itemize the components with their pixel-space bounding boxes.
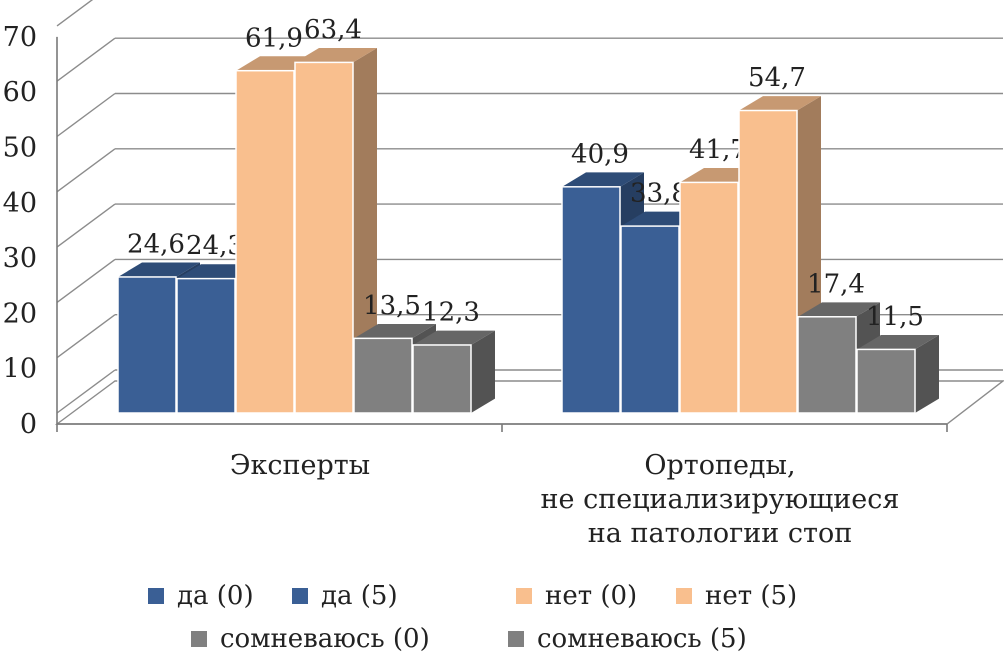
data-label: 33,8: [630, 179, 688, 209]
data-label: 13,5: [363, 291, 421, 321]
bar: [620, 225, 680, 414]
gridline-diagonal: [56, 258, 116, 303]
bar: [561, 186, 621, 414]
y-tick-label: 60: [3, 77, 37, 108]
data-label: 63,4: [304, 15, 362, 45]
y-tick-label: 10: [3, 354, 37, 385]
bar-top: [798, 302, 880, 317]
y-tick-label: 70: [3, 22, 37, 53]
data-label: 12,3: [422, 298, 480, 328]
data-label: 61,9: [245, 23, 303, 53]
gridline-diagonal: [56, 37, 116, 82]
category-label: на патологии стоп: [588, 518, 852, 549]
data-label: 24,6: [127, 230, 185, 260]
gridline-diagonal: [56, 148, 116, 193]
bar-top: [739, 96, 821, 111]
bar: [797, 316, 857, 414]
category-label: не специализирующиеся: [541, 484, 900, 515]
bar-top: [354, 323, 436, 339]
bar: [738, 109, 798, 414]
bar: [176, 277, 236, 414]
legend-swatch: [292, 588, 308, 604]
legend-swatch: [148, 588, 164, 604]
bar-side: [353, 47, 377, 414]
legend-label: нет (5): [705, 581, 797, 611]
bar-top: [295, 47, 377, 63]
bar-top: [562, 172, 644, 187]
bar: [117, 276, 177, 414]
y-tick-label: 0: [20, 409, 37, 440]
bar: [353, 337, 413, 414]
legend-label: сомневаюсь (5): [537, 624, 747, 654]
bar-side: [471, 330, 495, 413]
y-tick-label: 40: [3, 188, 37, 219]
bar: [856, 348, 916, 414]
bar-top: [857, 335, 939, 350]
gridline-diagonal: [56, 0, 94, 27]
legend-swatch: [676, 588, 692, 604]
y-tick-label: 50: [3, 133, 37, 164]
legend-swatch: [508, 631, 524, 647]
data-label: 11,5: [866, 302, 924, 332]
legend-label: сомневаюсь (0): [220, 624, 430, 654]
bar: [235, 69, 295, 414]
bar-top: [118, 262, 200, 277]
bar: [294, 61, 354, 414]
legend-swatch: [191, 631, 207, 647]
gridline-diagonal: [56, 369, 116, 414]
gridline-diagonal: [56, 92, 116, 138]
gridline-diagonal: [56, 203, 116, 248]
gridline-diagonal: [56, 314, 116, 359]
bar-side: [915, 335, 939, 413]
data-label: 41,7: [689, 135, 747, 165]
bar-top: [413, 330, 495, 345]
legend-label: да (0): [177, 581, 254, 611]
y-tick-label: 30: [3, 243, 37, 274]
y-tick-label: 20: [3, 298, 37, 329]
data-label: 24,3: [186, 231, 244, 261]
legend-label: да (5): [321, 581, 398, 611]
data-label: 40,9: [571, 139, 629, 169]
bar: [412, 344, 472, 414]
bar: [679, 181, 739, 414]
legend-label: нет (0): [545, 581, 637, 611]
category-label: Ортопеды,: [644, 450, 795, 481]
category-label: Эксперты: [230, 450, 370, 481]
legend-swatch: [516, 588, 532, 604]
data-label: 54,7: [748, 63, 806, 93]
data-label: 17,4: [807, 269, 865, 299]
